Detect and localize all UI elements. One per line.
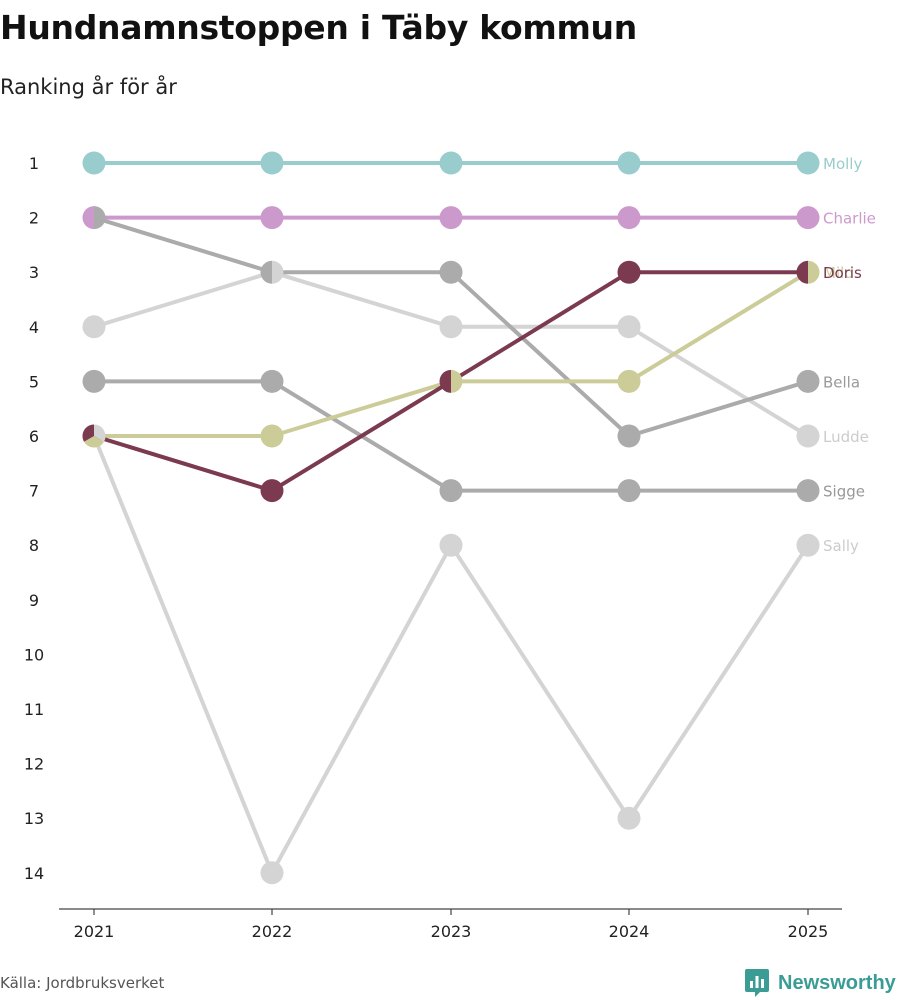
- y-tick-label: 1: [29, 154, 39, 173]
- y-tick-label: 8: [29, 536, 39, 555]
- y-tick-label: 14: [24, 864, 44, 883]
- series-label-bella: Bella: [823, 373, 860, 391]
- y-tick-label: 12: [24, 755, 44, 774]
- point-sigge-2023: [439, 479, 463, 503]
- point-molly-2021: [82, 151, 106, 175]
- series-line-ludde: [93, 270, 810, 438]
- point-sigge-2024: [617, 479, 641, 503]
- point-sally-2021: [94, 424, 106, 442]
- y-tick-label: 5: [29, 372, 39, 391]
- point-sigge-2021: [82, 369, 106, 393]
- point-ludde-2021: [82, 315, 106, 339]
- y-tick-label: 4: [29, 318, 39, 337]
- x-tick-label: 2025: [788, 922, 829, 941]
- source-note: Källa: Jordbruksverket: [0, 974, 165, 992]
- y-tick-label: 13: [24, 809, 44, 828]
- point-sally-2025: [796, 533, 820, 557]
- chart-title: Hundnamnstoppen i Täby kommun: [0, 8, 637, 47]
- point-bella-2023: [439, 260, 463, 284]
- point-ludde-2024: [617, 315, 641, 339]
- point-charlie-2024: [617, 206, 641, 230]
- series-label-sally: Sally: [823, 537, 859, 555]
- point-milo-2025: [808, 260, 820, 284]
- point-sally-2023: [439, 533, 463, 557]
- point-molly-2024: [617, 151, 641, 175]
- series-label-molly: Molly: [823, 155, 862, 173]
- point-ludde-2025: [796, 424, 820, 448]
- series-label-charlie: Charlie: [823, 210, 876, 228]
- point-milo-2023: [451, 369, 463, 393]
- point-doris-2024: [617, 260, 641, 284]
- point-milo-2024: [617, 369, 641, 393]
- x-tick-label: 2022: [252, 922, 293, 941]
- point-bella-2022: [260, 260, 272, 284]
- point-doris-2023: [439, 369, 451, 393]
- y-tick-label: 2: [29, 209, 39, 228]
- series-points: [82, 151, 820, 885]
- y-tick-label: 6: [29, 427, 39, 446]
- point-charlie-2025: [796, 206, 820, 230]
- y-tick-label: 9: [29, 591, 39, 610]
- chart-logo-icon: [745, 969, 769, 997]
- point-molly-2025: [796, 151, 820, 175]
- chart-subtitle: Ranking år för år: [0, 75, 177, 99]
- point-bella-2025: [796, 369, 820, 393]
- point-bella-2024: [617, 424, 641, 448]
- point-charlie-2022: [260, 206, 284, 230]
- x-tick-label: 2023: [431, 922, 472, 941]
- series-label-ludde: Ludde: [823, 428, 869, 446]
- point-doris-2022: [260, 479, 284, 503]
- point-bella-2021: [94, 206, 106, 230]
- point-doris-2025: [796, 260, 808, 284]
- point-charlie-2021: [82, 206, 94, 230]
- y-tick-label: 3: [29, 263, 39, 282]
- x-axis: 2021 2022 2023 2024 2025: [59, 908, 842, 941]
- point-molly-2023: [439, 151, 463, 175]
- point-ludde-2023: [439, 315, 463, 339]
- y-tick-label: 11: [24, 700, 44, 719]
- point-sally-2024: [617, 806, 641, 830]
- series-label-doris: Doris: [823, 264, 862, 282]
- point-doris-2021: [82, 424, 94, 442]
- x-tick-label: 2021: [74, 922, 115, 941]
- point-charlie-2023: [439, 206, 463, 230]
- point-sally-2022: [260, 861, 284, 885]
- point-sigge-2022: [260, 369, 284, 393]
- brand-logo: Newsworthy: [744, 968, 896, 998]
- series-label-sigge: Sigge: [823, 483, 865, 501]
- y-tick-label: 7: [29, 482, 39, 501]
- y-tick-label: 10: [24, 645, 44, 664]
- point-milo-2022: [260, 424, 284, 448]
- point-molly-2022: [260, 151, 284, 175]
- series-line-milo: [94, 270, 810, 438]
- x-tick-label: 2024: [609, 922, 650, 941]
- brand-name: Newsworthy: [778, 971, 896, 994]
- point-sigge-2025: [796, 479, 820, 503]
- point-ludde-2022: [272, 260, 284, 284]
- series-label-milo: Milo: [823, 264, 853, 282]
